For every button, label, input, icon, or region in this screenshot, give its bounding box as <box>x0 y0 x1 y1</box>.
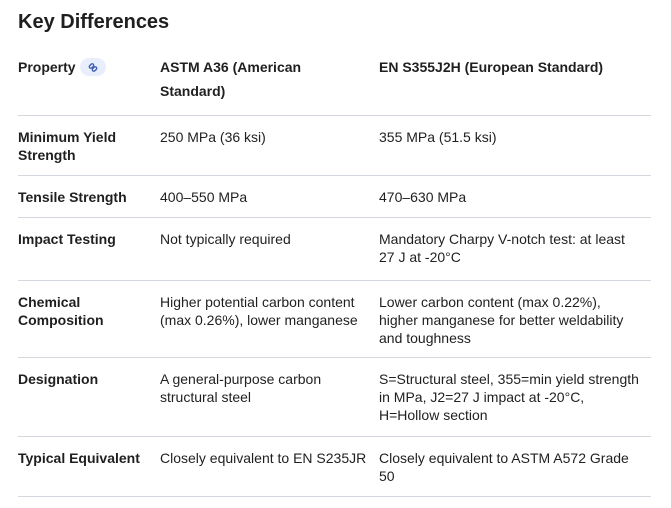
table-cell: 470–630 MPa <box>379 189 467 205</box>
table-cell: Minimum Yield Strength <box>18 129 117 163</box>
link-chip[interactable] <box>79 58 106 77</box>
table-cell: Not typically required <box>160 231 291 247</box>
header-text: ASTM A36 (American Standard) <box>160 59 302 99</box>
table-cell: 355 MPa (51.5 ksi) <box>379 129 497 145</box>
table-cell: Impact Testing <box>18 231 116 247</box>
table: Property ASTM A36 (American Standard) EN S… <box>18 55 651 497</box>
table-cell: 400–550 MPa <box>160 189 248 205</box>
table-cell: Designation <box>18 371 99 387</box>
header-cell: EN S355J2H (European Standard) <box>379 55 651 115</box>
table-row: Tensile Strength 400–550 MPa 470–630 MPa <box>18 176 651 218</box>
table-row: Chemical Composition Higher potential car… <box>18 281 651 358</box>
table-cell: A general-purpose carbon structural stee… <box>160 371 322 405</box>
table-row: Designation A general-purpose carbon stru… <box>18 358 651 437</box>
table-cell: Typical Equivalent <box>18 450 140 466</box>
table-cell: Chemical Composition <box>18 294 104 328</box>
header-text: EN S355J2H (European Standard) <box>379 59 604 75</box>
table-cell: Lower carbon content (max 0.22%), higher… <box>379 294 624 346</box>
table-cell: Closely equivalent to EN S235JR <box>160 450 367 466</box>
header-cell: Property <box>18 55 160 115</box>
title: Key Differences <box>18 11 170 33</box>
table-cell: Higher potential carbon content (max 0.2… <box>160 294 358 328</box>
table-row: Minimum Yield Strength 250 MPa (36 ksi) 35… <box>18 116 651 176</box>
header-text: Property <box>18 59 76 75</box>
link-icon <box>88 63 97 73</box>
table-cell: Mandatory Charpy V-notch test: at least … <box>379 231 625 265</box>
header-cell: ASTM A36 (American Standard) <box>160 55 379 115</box>
table-cell: Closely equivalent to ASTM A572 Grade 50 <box>379 450 629 484</box>
table-cell: 250 MPa (36 ksi) <box>160 129 266 145</box>
table-row: Impact Testing Not typically required Mand… <box>18 218 651 281</box>
header-row: Property ASTM A36 (American Standard) EN S… <box>18 55 651 116</box>
table-cell: S=Structural steel, 355=min yield streng… <box>379 371 639 423</box>
table-cell: Tensile Strength <box>18 189 127 205</box>
table-row: Typical Equivalent Closely equivalent to … <box>18 437 651 497</box>
